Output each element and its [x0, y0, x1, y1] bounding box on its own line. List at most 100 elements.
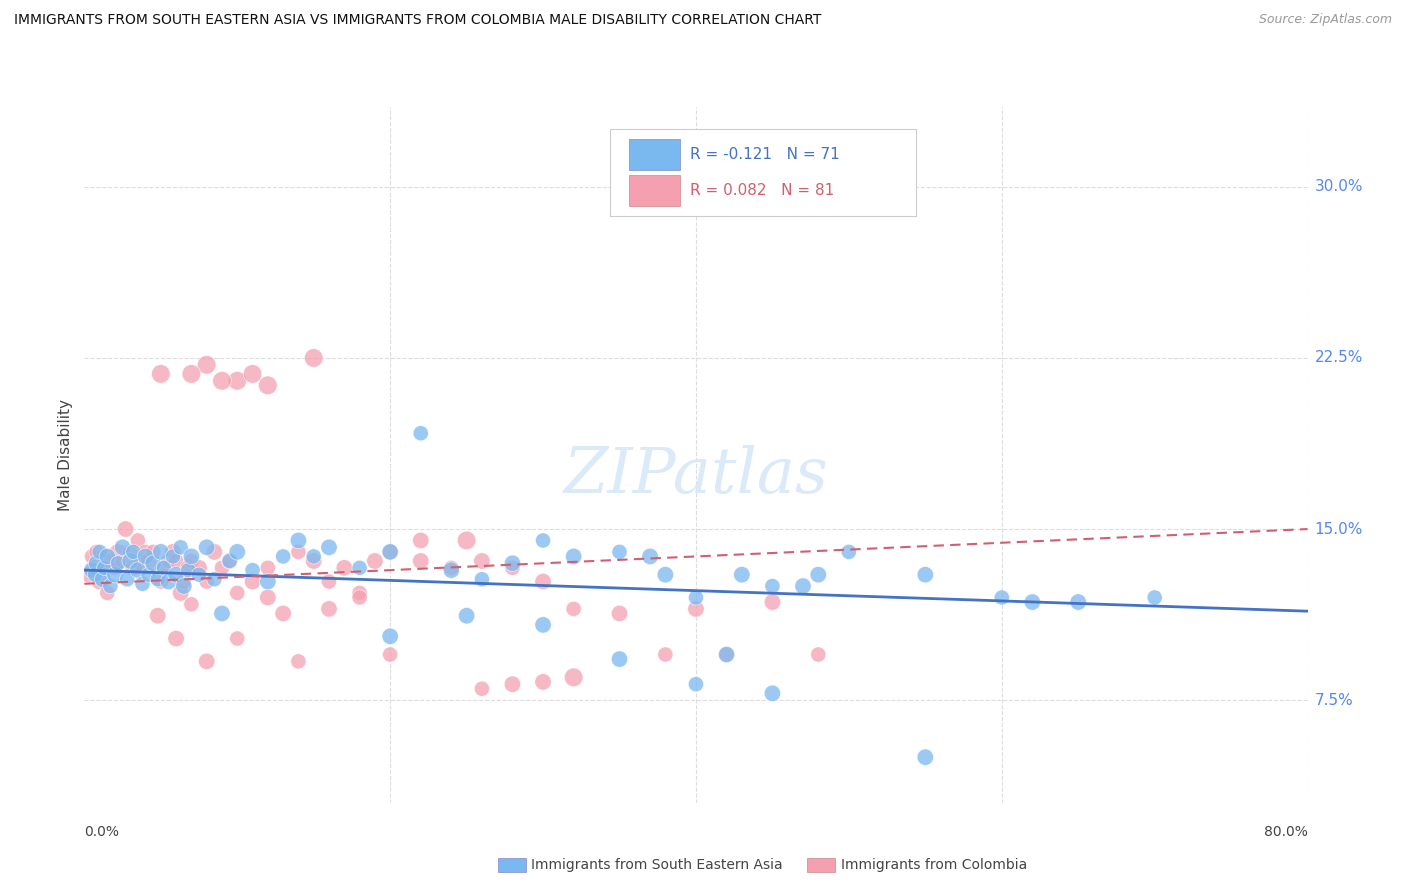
Point	[409, 426, 432, 441]
Point	[502, 556, 524, 570]
Point	[380, 648, 402, 662]
Point	[80, 563, 103, 577]
Point	[838, 545, 860, 559]
Point	[761, 686, 783, 700]
Point	[111, 554, 134, 568]
Point	[257, 574, 280, 589]
Point	[257, 591, 280, 605]
Point	[731, 567, 754, 582]
Point	[685, 677, 707, 691]
Point	[242, 367, 264, 381]
Point	[761, 579, 783, 593]
Point	[195, 541, 218, 555]
Point	[471, 572, 494, 586]
Point	[456, 608, 478, 623]
Point	[531, 533, 554, 548]
Point	[142, 556, 165, 570]
Point	[271, 607, 294, 621]
Point	[654, 648, 676, 662]
Y-axis label: Male Disability: Male Disability	[58, 399, 73, 511]
Point	[257, 561, 280, 575]
Point	[242, 563, 264, 577]
Text: IMMIGRANTS FROM SOUTH EASTERN ASIA VS IMMIGRANTS FROM COLOMBIA MALE DISABILITY C: IMMIGRANTS FROM SOUTH EASTERN ASIA VS IM…	[14, 13, 821, 28]
Point	[562, 549, 585, 564]
Text: 80.0%: 80.0%	[1264, 825, 1308, 839]
Point	[195, 358, 218, 372]
Point	[157, 554, 180, 568]
Point	[91, 572, 114, 586]
Point	[138, 567, 160, 582]
Point	[609, 607, 631, 621]
Point	[142, 545, 165, 559]
Point	[96, 586, 118, 600]
Point	[129, 556, 152, 570]
Point	[84, 567, 107, 582]
Point	[135, 549, 157, 564]
Point	[654, 567, 676, 582]
Point	[122, 545, 145, 559]
Point	[807, 648, 830, 662]
Point	[318, 574, 340, 589]
Point	[93, 561, 115, 575]
Point	[226, 586, 249, 600]
Point	[188, 561, 211, 575]
Point	[135, 545, 157, 559]
Point	[531, 674, 554, 689]
Point	[202, 545, 225, 559]
Point	[991, 591, 1014, 605]
Point	[1067, 595, 1090, 609]
Point	[153, 561, 176, 575]
Point	[96, 549, 118, 564]
Text: 15.0%: 15.0%	[1315, 522, 1362, 537]
Point	[364, 554, 387, 568]
Point	[165, 632, 187, 646]
Point	[287, 533, 309, 548]
Point	[98, 579, 121, 593]
Point	[914, 567, 936, 582]
Point	[914, 750, 936, 764]
Point	[86, 556, 108, 570]
Point	[226, 374, 249, 388]
Point	[1021, 595, 1043, 609]
Point	[349, 586, 371, 600]
Point	[218, 554, 240, 568]
Point	[471, 681, 494, 696]
Text: 0.0%: 0.0%	[84, 825, 120, 839]
Point	[77, 567, 100, 582]
Point	[177, 563, 200, 577]
Point	[1143, 591, 1166, 605]
Point	[302, 351, 325, 365]
Point	[456, 533, 478, 548]
Point	[165, 554, 187, 568]
Point	[173, 574, 195, 589]
Point	[218, 554, 240, 568]
Point	[502, 677, 524, 691]
Point	[180, 554, 202, 568]
Point	[211, 607, 233, 621]
Point	[89, 574, 111, 589]
Point	[165, 567, 187, 582]
Point	[146, 572, 169, 586]
Point	[792, 579, 814, 593]
Point	[685, 602, 707, 616]
Point	[149, 367, 172, 381]
Text: 7.5%: 7.5%	[1315, 693, 1354, 707]
Point	[120, 554, 142, 568]
Point	[162, 545, 184, 559]
Point	[170, 541, 193, 555]
Point	[409, 554, 432, 568]
Point	[111, 541, 134, 555]
Point	[761, 595, 783, 609]
Point	[318, 602, 340, 616]
Point	[226, 632, 249, 646]
Text: 30.0%: 30.0%	[1315, 179, 1362, 194]
Text: R = 0.082   N = 81: R = 0.082 N = 81	[690, 183, 834, 198]
Point	[333, 561, 356, 575]
Point	[173, 579, 195, 593]
Point	[562, 670, 585, 684]
Text: R = -0.121   N = 71: R = -0.121 N = 71	[690, 147, 839, 161]
Point	[287, 654, 309, 668]
Point	[170, 586, 193, 600]
Point	[287, 545, 309, 559]
Point	[318, 541, 340, 555]
